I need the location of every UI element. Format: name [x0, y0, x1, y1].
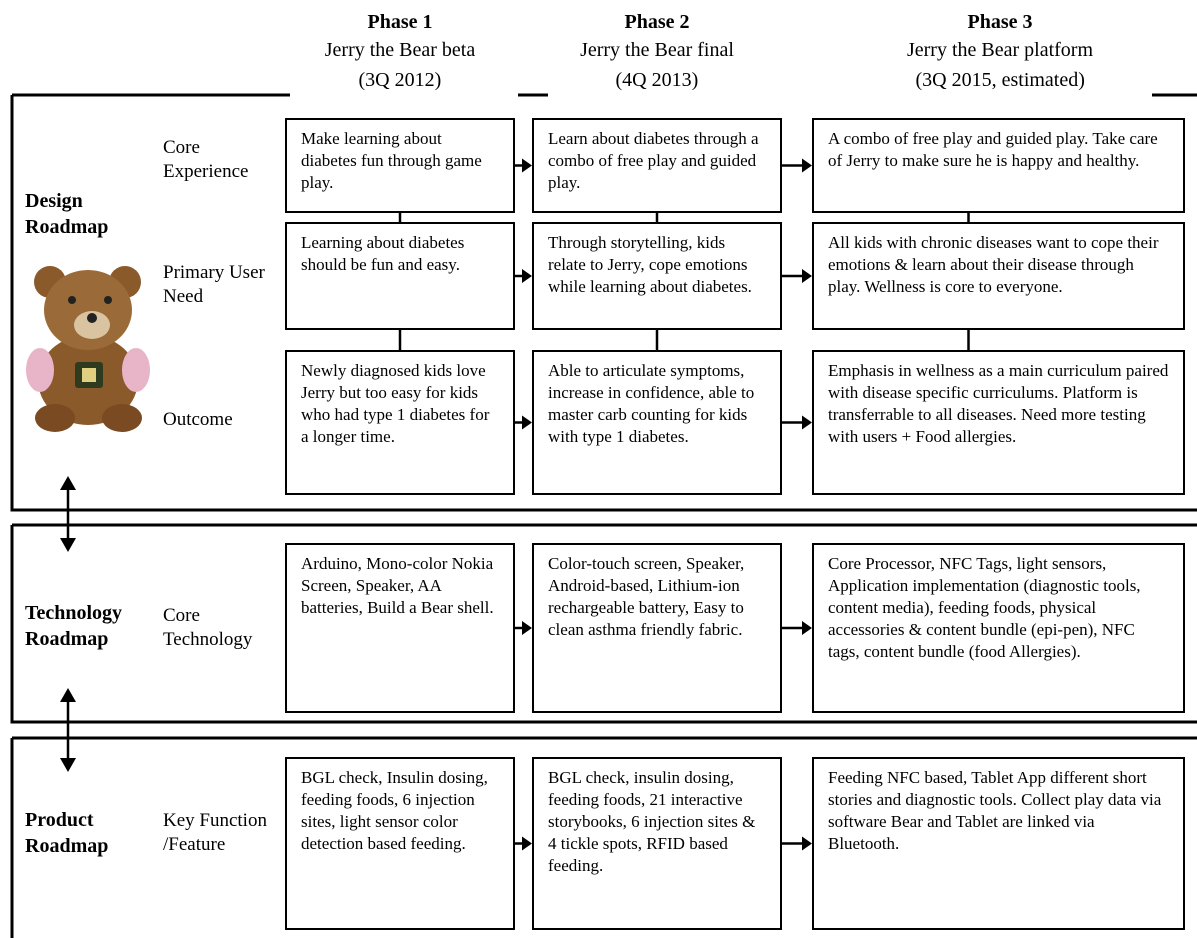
arrowhead: [802, 158, 812, 173]
roadmap-cell: Feeding NFC based, Tablet App different …: [812, 757, 1185, 930]
roadmap-cell: Through storytelling, kids relate to Jer…: [532, 222, 782, 330]
roadmap-cell: BGL check, Insulin dosing, feeding foods…: [285, 757, 515, 930]
arrowhead: [522, 158, 532, 173]
arrowhead: [522, 415, 532, 430]
roadmap-cell: Make learning about diabetes fun through…: [285, 118, 515, 213]
row-label: Core Experience: [163, 137, 249, 182]
phase-name: Jerry the Bear platform: [836, 36, 1164, 64]
roadmap-cell: Arduino, Mono-color Nokia Screen, Speake…: [285, 543, 515, 713]
phase-title: Phase 2: [493, 8, 821, 36]
roadmap-cell: BGL check, insulin dosing, feeding foods…: [532, 757, 782, 930]
roadmap-cell: Learn about diabetes through a combo of …: [532, 118, 782, 213]
roadmap-title: Product Roadmap: [25, 809, 109, 857]
arrowhead: [522, 269, 532, 283]
arrowhead: [802, 836, 812, 851]
phase-date: (4Q 2013): [611, 66, 703, 94]
arrowhead: [802, 415, 812, 430]
phase-name: Jerry the Bear final: [493, 36, 821, 64]
roadmap-cell: Newly diagnosed kids love Jerry but too …: [285, 350, 515, 495]
roadmap-title: Design Roadmap: [25, 190, 109, 238]
roadmap-cell: All kids with chronic diseases want to c…: [812, 222, 1185, 330]
phase-date: (3Q 2015, estimated): [911, 66, 1089, 94]
roadmap-cell: Core Processor, NFC Tags, light sensors,…: [812, 543, 1185, 713]
arrowhead: [522, 621, 532, 635]
arrowhead: [802, 269, 812, 283]
roadmap-cell: Color-touch screen, Speaker, Android-bas…: [532, 543, 782, 713]
phase-title: Phase 3: [836, 8, 1164, 36]
arrowhead: [522, 836, 532, 851]
roadmap-cell: A combo of free play and guided play. Ta…: [812, 118, 1185, 213]
arrowhead: [802, 621, 812, 635]
row-label: Outcome: [163, 409, 233, 430]
roadmap-title: Technology Roadmap: [25, 602, 123, 650]
row-label: Key Function /Feature: [163, 810, 267, 855]
phase-date: (3Q 2012): [354, 66, 446, 94]
row-label: Core Technology: [163, 605, 253, 650]
row-label: Primary User Need: [163, 262, 265, 307]
roadmap-cell: Emphasis in wellness as a main curriculu…: [812, 350, 1185, 495]
bear-icon: [26, 266, 150, 432]
roadmap-cell: Able to articulate symptoms, increase in…: [532, 350, 782, 495]
roadmap-cell: Learning about diabetes should be fun an…: [285, 222, 515, 330]
